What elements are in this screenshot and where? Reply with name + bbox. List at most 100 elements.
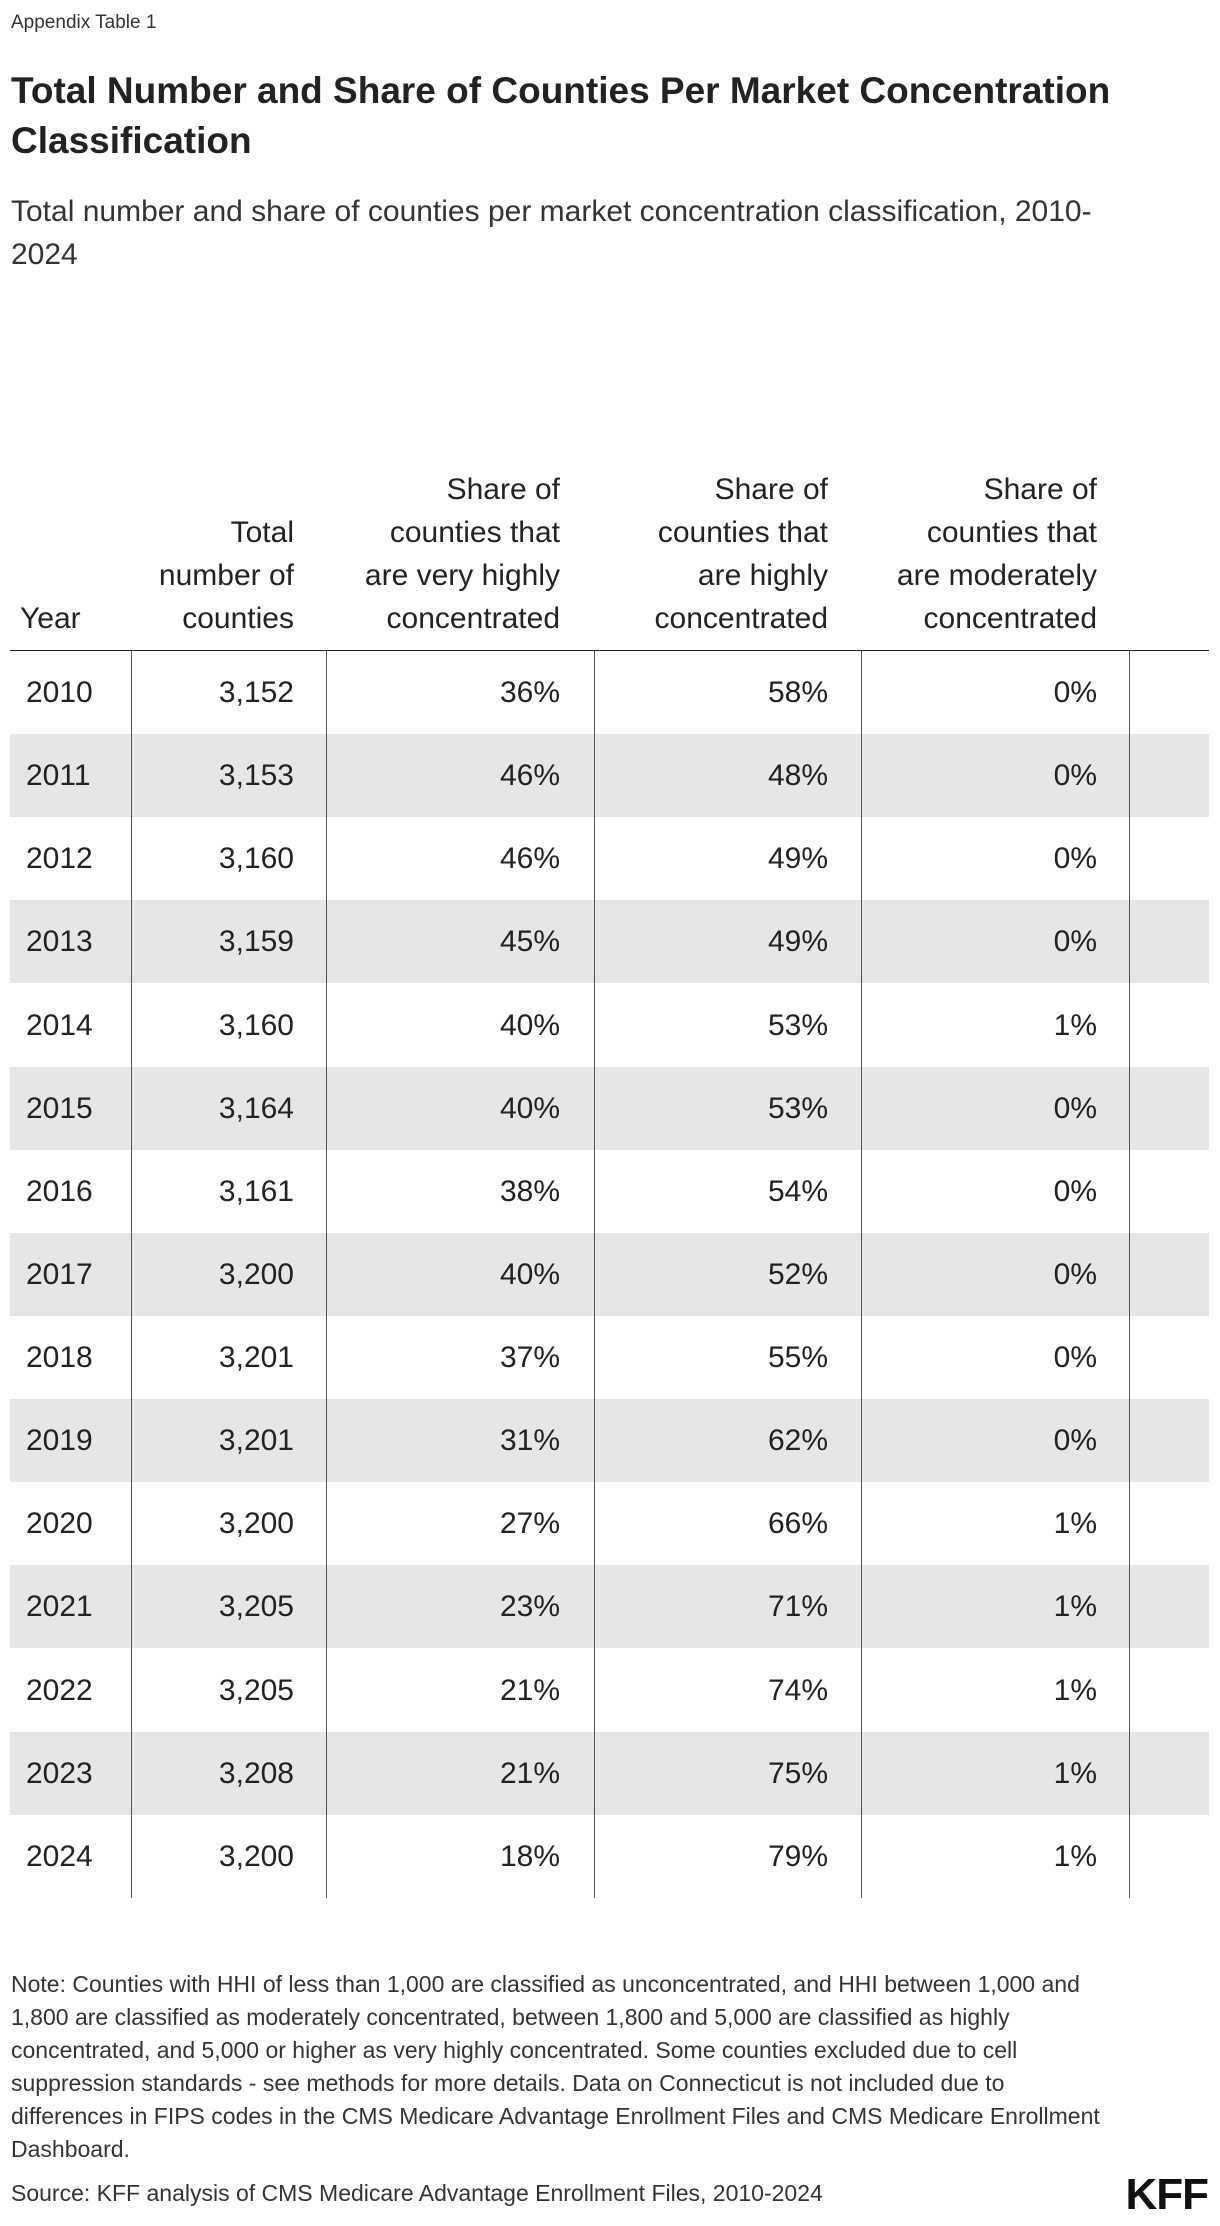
table-cell: 21% <box>499 1756 560 1790</box>
table-row <box>10 1149 1209 1233</box>
column-header: Total number of counties <box>158 516 294 635</box>
table-cell: 62% <box>767 1424 828 1458</box>
table-row <box>10 1316 1209 1400</box>
table-cell: 3,205 <box>218 1673 294 1707</box>
table-cell: 46% <box>499 759 560 793</box>
table-cell: 1% <box>1053 1756 1097 1790</box>
table-cell: 3,205 <box>218 1590 294 1624</box>
table-cell: 1% <box>1053 1507 1097 1541</box>
table-cell: 52% <box>767 1257 828 1291</box>
table-cell: 1% <box>1053 1839 1097 1873</box>
table-cell: 1% <box>1053 1673 1097 1707</box>
table-cell: 40% <box>499 1257 560 1291</box>
table-cell: 27% <box>499 1507 560 1541</box>
table-cell: 0% <box>1053 1341 1097 1375</box>
table-row <box>10 651 1209 734</box>
table-cell: 58% <box>767 676 828 709</box>
table-row <box>10 1731 1209 1815</box>
table-cell: 0% <box>1053 1257 1097 1291</box>
table-cell: 37% <box>499 1341 560 1375</box>
table-cell: 3,160 <box>218 842 294 876</box>
source: Source: KFF analysis of CMS Medicare Adv… <box>11 2180 823 2206</box>
table-cell: 1% <box>1053 1008 1097 1042</box>
table-cell: 79% <box>767 1839 828 1873</box>
table-cell: 38% <box>499 1174 560 1208</box>
table-cell: 53% <box>767 1008 828 1042</box>
table-cell: 2017 <box>26 1257 93 1291</box>
table-cell: 46% <box>499 842 560 876</box>
title: Total Number and Share of Counties Per M… <box>11 70 1111 161</box>
table-cell: 23% <box>499 1590 560 1624</box>
table-cell: 2022 <box>26 1673 93 1707</box>
table-cell: 2024 <box>26 1839 93 1873</box>
table-row <box>10 1066 1209 1150</box>
column-header: Share of counties that are moderately co… <box>896 473 1097 635</box>
note: Note: Counties with HHI of less than 1,0… <box>11 1971 1100 2162</box>
table-cell: 2012 <box>26 842 93 876</box>
table-row <box>10 817 1209 901</box>
table-cell: 71% <box>767 1590 828 1624</box>
table-cell: 2020 <box>26 1507 93 1541</box>
table-cell: 3,201 <box>218 1341 294 1375</box>
table-cell: 75% <box>767 1756 828 1790</box>
table-cell: 2011 <box>26 759 91 793</box>
table-row <box>10 1565 1209 1649</box>
table-cell: 53% <box>767 1091 828 1125</box>
table-cell: 0% <box>1053 1091 1097 1125</box>
table-cell: 2010 <box>26 676 93 709</box>
table-cell: 48% <box>767 759 828 793</box>
table-cell: 55% <box>767 1341 828 1375</box>
table-cell: 49% <box>767 925 828 959</box>
table-cell: 3,200 <box>218 1507 294 1541</box>
divider <box>131 651 132 1898</box>
table-cell: 3,153 <box>218 759 294 793</box>
table-cell: 3,200 <box>218 1839 294 1873</box>
table-row <box>10 983 1209 1067</box>
table-cell: 3,200 <box>218 1257 294 1291</box>
table-cell: 0% <box>1053 1174 1097 1208</box>
divider <box>594 651 595 1898</box>
table-cell: 3,164 <box>218 1091 294 1125</box>
table-row <box>10 1648 1209 1732</box>
table-row <box>10 900 1209 984</box>
table-cell: 2015 <box>26 1091 93 1125</box>
table-cell: 2023 <box>26 1756 93 1790</box>
table-cell: 0% <box>1053 676 1097 709</box>
table-cell: 66% <box>767 1507 828 1541</box>
table-cell: 2018 <box>26 1341 93 1375</box>
table-cell: 3,201 <box>218 1424 294 1458</box>
table-cell: 3,208 <box>218 1756 294 1790</box>
table-cell: 0% <box>1053 759 1097 793</box>
divider <box>861 651 862 1898</box>
table-cell: 0% <box>1053 925 1097 959</box>
table-cell: 49% <box>767 842 828 876</box>
table-cell: 0% <box>1053 842 1097 876</box>
table-row <box>10 1482 1209 1566</box>
table-cell: 2013 <box>26 925 93 959</box>
subtitle: Total number and share of counties per m… <box>11 195 1092 271</box>
table-cell: 1% <box>1053 1590 1097 1624</box>
table-cell: 31% <box>499 1424 560 1458</box>
table-cell: 3,159 <box>218 925 294 959</box>
column-header: Year <box>20 602 81 635</box>
table-cell: 21% <box>499 1673 560 1707</box>
table-cell: 3,161 <box>218 1174 294 1208</box>
divider <box>1129 651 1130 1898</box>
table-row <box>10 1232 1209 1316</box>
table-cell: 54% <box>767 1174 828 1208</box>
table-cell: 36% <box>499 676 560 709</box>
table-cell: 40% <box>499 1008 560 1042</box>
divider <box>326 651 327 1898</box>
table-cell: 2016 <box>26 1174 93 1208</box>
table-cell: 2014 <box>26 1008 93 1042</box>
table-cell: 2019 <box>26 1424 93 1458</box>
column-header: Share of counties that are highly concen… <box>654 473 828 635</box>
table-cell: 3,160 <box>218 1008 294 1042</box>
table-row <box>10 734 1209 818</box>
table-row <box>10 1814 1209 1898</box>
table-cell: 18% <box>499 1839 560 1873</box>
table-cell: 2021 <box>26 1590 93 1624</box>
table-cell: 0% <box>1053 1424 1097 1458</box>
table-cell: 45% <box>499 925 560 959</box>
